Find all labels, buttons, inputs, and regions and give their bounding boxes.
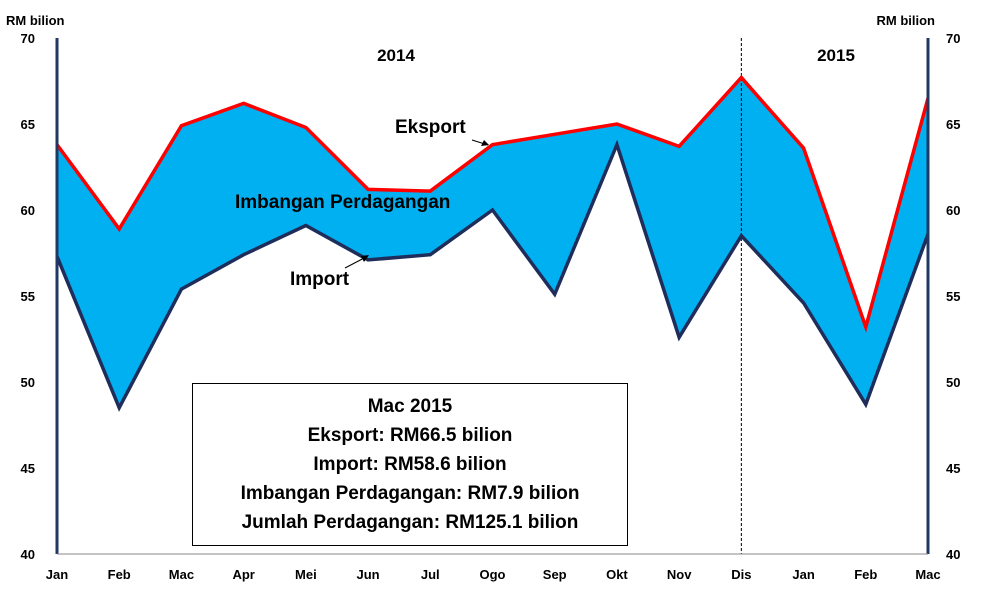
x-tick-label: Dis [731, 567, 751, 582]
import-point-6 [428, 253, 432, 257]
summary-imbangan: Imbangan Perdagangan: RM7.9 bilion [240, 483, 580, 504]
x-tick-label: Okt [606, 567, 628, 582]
x-tick-label: Mac [915, 567, 940, 582]
import-point-5 [366, 258, 370, 262]
eksport-point-6 [428, 189, 432, 193]
eksport-point-5 [366, 187, 370, 191]
import-point-12 [802, 301, 806, 305]
x-tick-label: Ogo [480, 567, 506, 582]
y-unit-right: RM bilion [877, 13, 936, 28]
import-label: Import [290, 269, 350, 290]
eksport-point-9 [615, 122, 619, 126]
y-tick-left: 60 [21, 203, 35, 218]
y-tick-right: 45 [946, 461, 960, 476]
y-tick-right: 60 [946, 203, 960, 218]
y-unit-left: RM bilion [6, 13, 65, 28]
import-point-13 [864, 402, 868, 406]
x-tick-label: Mei [295, 567, 317, 582]
x-tick-label: Feb [854, 567, 877, 582]
eksport-point-4 [304, 125, 308, 129]
eksport-point-8 [553, 132, 557, 136]
y-tick-right: 65 [946, 117, 960, 132]
eksport-point-13 [864, 325, 868, 329]
import-point-2 [179, 287, 183, 291]
y-tick-left: 70 [21, 31, 35, 46]
eksport-point-7 [491, 143, 494, 147]
x-tick-label: Jan [792, 567, 814, 582]
y-tick-left: 55 [21, 289, 35, 304]
eksport-point-2 [179, 124, 183, 128]
summary-box: Mac 2015 Eksport: RM66.5 bilion Import: … [192, 383, 628, 546]
y-tick-right: 55 [946, 289, 960, 304]
import-point-7 [491, 208, 494, 212]
eksport-pointer-head [481, 140, 489, 146]
y-tick-left: 45 [21, 461, 35, 476]
x-tick-label: Sep [543, 567, 567, 582]
import-point-10 [677, 335, 681, 339]
x-tick-label: Feb [108, 567, 131, 582]
y-tick-left: 65 [21, 117, 35, 132]
summary-eksport: Eksport: RM66.5 bilion [307, 425, 513, 446]
y-tick-right: 50 [946, 375, 960, 390]
x-tick-label: Jul [421, 567, 440, 582]
eksport-point-11 [739, 76, 743, 80]
eksport-point-12 [802, 146, 806, 150]
x-tick-label: Nov [667, 567, 692, 582]
eksport-point-10 [677, 144, 681, 148]
x-tick-label: Jun [357, 567, 380, 582]
import-pointer-head [361, 255, 369, 262]
imbangan-label: Imbangan Perdagangan [235, 192, 450, 213]
summary-title: Mac 2015 [367, 396, 453, 417]
x-tick-label: Jan [46, 567, 68, 582]
summary-jumlah: Jumlah Perdagangan: RM125.1 bilion [241, 512, 579, 533]
import-point-9 [615, 143, 619, 147]
import-point-4 [304, 223, 308, 227]
year-label-2014: 2014 [377, 46, 415, 65]
year-label-2015: 2015 [817, 46, 855, 65]
eksport-label: Eksport [395, 117, 466, 138]
import-point-11 [739, 234, 743, 238]
eksport-point-3 [242, 101, 246, 105]
import-point-1 [117, 406, 121, 410]
y-tick-left: 40 [21, 547, 35, 562]
import-point-8 [553, 292, 557, 296]
y-tick-right: 70 [946, 31, 960, 46]
x-tick-label: Mac [169, 567, 194, 582]
x-tick-label: Apr [232, 567, 254, 582]
eksport-point-1 [117, 227, 121, 231]
summary-import: Import: RM58.6 bilion [313, 454, 507, 475]
imbangan-area [57, 77, 928, 408]
import-point-3 [242, 253, 246, 257]
y-tick-right: 40 [946, 547, 960, 562]
y-tick-left: 50 [21, 375, 35, 390]
